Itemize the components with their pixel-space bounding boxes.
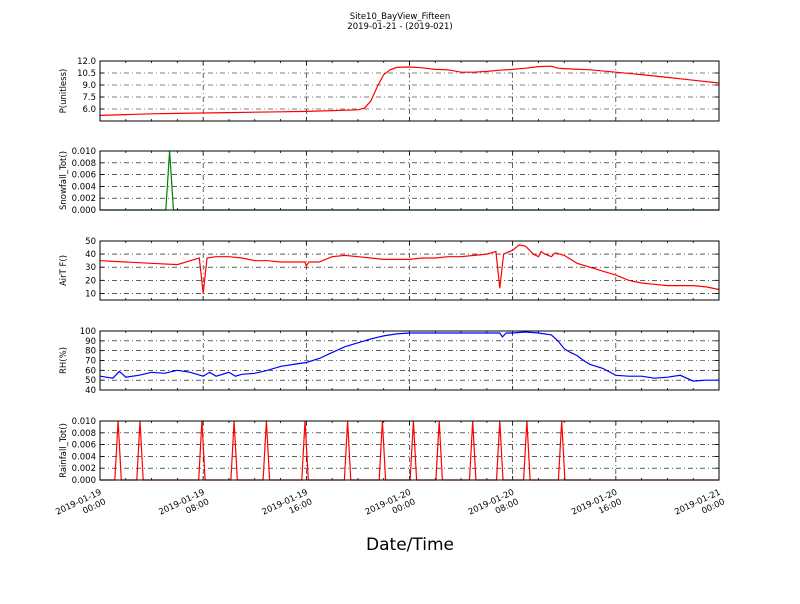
y-tick-label: 7.5 (82, 93, 96, 103)
y-tick-label: 12.0 (77, 57, 96, 67)
y-tick-label: 80 (85, 347, 96, 357)
plot-frame (99, 60, 720, 122)
series-line (99, 65, 720, 116)
y-tick-label: 0.006 (72, 441, 96, 451)
panel-0: 6.0 7.5 9.0 10.5 12.0 P(unitless) (59, 57, 720, 122)
chart-subtitle: 2019-01-21 - (2019-021) (347, 22, 452, 32)
y-tick-label: 0.008 (72, 429, 96, 439)
y-axis-label: P(unitless) (59, 69, 69, 114)
x-tick-label: 2019-01-2100:00 (673, 488, 726, 527)
plot-frame (99, 330, 720, 391)
y-tick-label: 60 (85, 366, 96, 376)
x-tick-label: 2019-01-2008:00 (467, 488, 520, 527)
y-tick-label: 0.002 (72, 464, 96, 474)
series-line (99, 331, 719, 382)
y-tick-label: 0.004 (72, 182, 96, 192)
y-tick-label: 0.006 (72, 171, 96, 181)
panel-2: 10 20 30 40 50 AirT F() (59, 237, 720, 301)
y-tick-label: 90 (85, 337, 96, 347)
y-tick-label: 50 (85, 376, 96, 386)
y-tick-label: 70 (85, 357, 96, 367)
y-tick-label: 40 (85, 386, 96, 396)
y-axis-label: Rainfall_Tot() (59, 423, 69, 478)
y-axis-label: Snowfall_Tot() (59, 151, 69, 210)
y-tick-label: 40 (85, 250, 96, 260)
plot-frame (99, 150, 720, 211)
series-line (99, 244, 720, 294)
y-tick-label: 100 (80, 327, 96, 337)
y-tick-label: 0.004 (72, 452, 96, 462)
y-tick-label: 0.010 (72, 147, 96, 157)
x-tick-label: 2019-01-1916:00 (261, 488, 314, 527)
y-tick-label: 0.000 (72, 476, 96, 486)
x-tick-label: 2019-01-2016:00 (570, 488, 623, 527)
y-tick-label: 10.5 (77, 69, 96, 79)
y-tick-label: 0.000 (72, 206, 96, 216)
x-axis-label: Date/Time (366, 535, 454, 555)
y-tick-label: 10 (85, 289, 96, 299)
y-tick-label: 0.010 (72, 417, 96, 427)
y-tick-label: 20 (85, 276, 96, 286)
chart-title: Site10_BayView_Fifteen (350, 12, 451, 22)
y-tick-label: 0.008 (72, 159, 96, 169)
y-tick-label: 30 (85, 263, 96, 273)
x-tick-label: 2019-01-2000:00 (364, 488, 417, 527)
y-tick-label: 50 (85, 237, 96, 247)
y-tick-label: 6.0 (82, 105, 96, 115)
y-axis-label: AirT F() (59, 255, 69, 286)
x-tick-label: 2019-01-1900:00 (54, 488, 107, 527)
y-axis-label: RH(%) (59, 347, 69, 374)
y-tick-label: 0.002 (72, 194, 96, 204)
x-tick-label: 2019-01-1908:00 (157, 488, 210, 527)
plot-frame (99, 420, 720, 481)
plot-frame (99, 240, 720, 301)
y-tick-label: 9.0 (82, 81, 96, 91)
